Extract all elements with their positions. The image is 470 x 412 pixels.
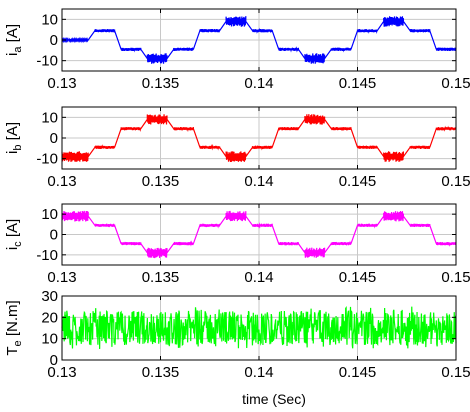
y-axis-label: Te [N.m] [4,300,24,355]
panel-3: 0.13 0.135 0.14 0.145 0.15 -10 0 10 ic [A] [4,203,470,286]
y-tick-label: 30 [41,288,58,305]
y-tick-label: 0 [50,227,58,244]
y-tick-label: 0 [50,352,58,369]
y-tick-label: 0 [50,32,58,49]
y-tick-label: -10 [36,53,58,70]
y-tick-label: 10 [41,331,58,348]
y-tick-label: 0 [50,130,58,147]
signal-trace [61,305,457,349]
x-tick-label: 0.15 [441,269,470,286]
panel-1: 0.13 0.135 0.14 0.145 0.15 -10 0 10 ia [A] [4,8,470,92]
x-tick-label: 0.145 [339,75,377,92]
x-tick-label: 0.13 [47,75,76,92]
y-tick-label: 10 [41,109,58,126]
x-tick-label: 0.15 [441,364,470,381]
x-tick-label: 0.14 [244,364,273,381]
x-tick-label: 0.135 [142,173,180,190]
x-tick-label: 0.13 [47,269,76,286]
y-tick-label: -10 [36,151,58,168]
x-tick-label: 0.13 [47,173,76,190]
y-tick-label: 10 [41,11,58,28]
panel-4: 0.13 0.135 0.14 0.145 0.15 0 10 20 30 Te [N.m] [4,288,470,381]
x-tick-label: 0.135 [142,75,180,92]
y-axis-label: ic [A] [4,219,24,250]
signal-trace [61,114,457,162]
panel-2: 0.13 0.135 0.14 0.145 0.15 -10 0 10 ib [A] [4,106,470,190]
y-axis-label: ib [A] [4,122,24,154]
x-tick-label: 0.145 [339,173,377,190]
x-tick-label: 0.145 [339,269,377,286]
x-tick-label: 0.135 [142,364,180,381]
x-tick-label: 0.15 [441,75,470,92]
y-tick-label: -10 [36,247,58,264]
x-tick-label: 0.14 [244,75,273,92]
x-axis-label: time (Sec) [242,391,306,407]
signal-trace [61,16,457,64]
x-tick-label: 0.14 [244,173,273,190]
x-tick-label: 0.13 [47,364,76,381]
y-tick-label: 20 [41,309,58,326]
y-tick-label: 10 [41,206,58,223]
x-tick-label: 0.145 [339,364,377,381]
y-axis-label: ia [A] [4,24,24,56]
x-tick-label: 0.15 [441,173,470,190]
x-tick-label: 0.135 [142,269,180,286]
x-tick-label: 0.14 [244,269,273,286]
signal-trace [61,210,457,259]
